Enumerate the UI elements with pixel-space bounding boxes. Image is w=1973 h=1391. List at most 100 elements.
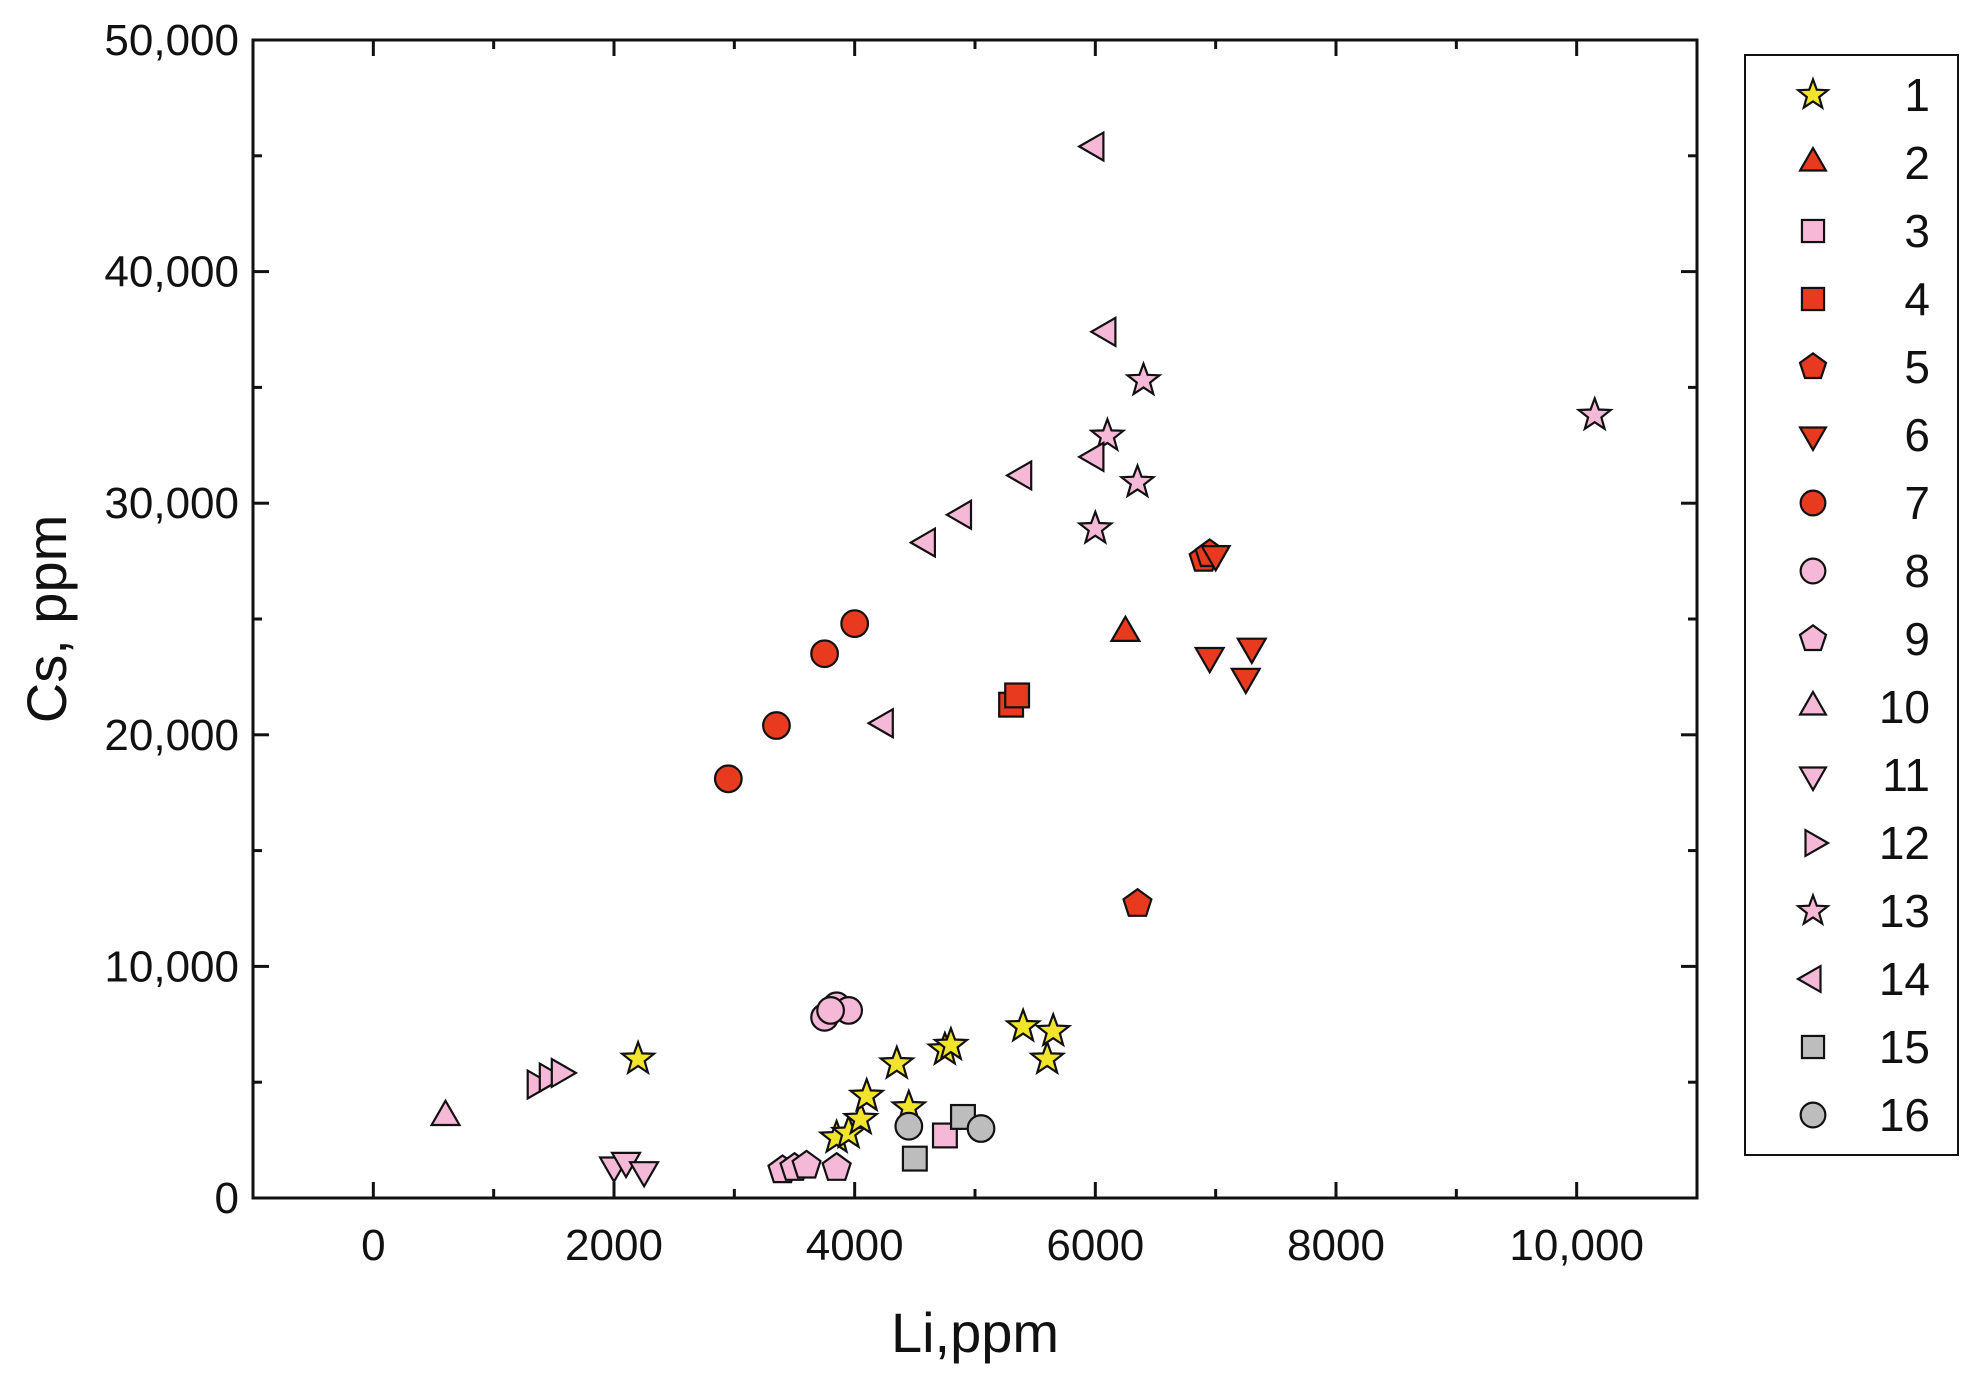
legend-item: 2 [1798, 137, 1930, 189]
series-12 [526, 1057, 579, 1101]
y-tick-label: 50,000 [104, 16, 239, 65]
legend-label: 9 [1904, 613, 1930, 665]
series-4 [998, 682, 1031, 718]
data-point [762, 711, 791, 740]
series-6 [1193, 544, 1268, 696]
data-point [1193, 646, 1226, 675]
y-tick-label: 10,000 [104, 942, 239, 991]
data-point [1109, 614, 1142, 643]
y-axis-title: Cs, ppm [15, 515, 78, 724]
legend-marker [1798, 426, 1828, 453]
x-tick-label: 6000 [1046, 1221, 1144, 1270]
legend-label: 4 [1904, 273, 1930, 325]
data-point [1122, 887, 1153, 917]
data-point [931, 1025, 970, 1062]
series-13 [1076, 360, 1614, 545]
legend-marker [1798, 352, 1828, 380]
series-14 [866, 130, 1117, 740]
series-7 [713, 609, 870, 794]
x-tick-label: 0 [361, 1221, 385, 1270]
data-point [901, 1145, 928, 1172]
legend-item: 10 [1798, 681, 1930, 733]
legend-label: 5 [1904, 341, 1930, 393]
legend-marker [1795, 892, 1831, 927]
x-tick-label: 8000 [1287, 1221, 1385, 1270]
legend-label: 15 [1879, 1021, 1930, 1073]
data-point [841, 1099, 880, 1136]
legend-marker [1798, 624, 1828, 652]
data-point [1575, 395, 1614, 432]
data-point [1235, 637, 1268, 666]
legend-label: 14 [1879, 953, 1930, 1005]
legend-label: 1 [1904, 69, 1930, 121]
legend-item: 14 [1795, 953, 1930, 1005]
legend-item: 12 [1804, 817, 1930, 869]
data-point [1229, 667, 1262, 696]
data-point [877, 1043, 916, 1080]
legend-item: 3 [1800, 205, 1930, 257]
data-points [429, 130, 1614, 1189]
legend-marker [1798, 145, 1828, 172]
data-point [1199, 544, 1232, 573]
x-axis: 0 2000 4000 6000 8000 10,000 [251, 40, 1699, 1270]
data-point [628, 1161, 660, 1189]
legend-label: 16 [1879, 1089, 1930, 1141]
data-point [966, 1114, 996, 1143]
series-1 [619, 1006, 1073, 1154]
data-point [1076, 440, 1105, 473]
y-tick-label: 40,000 [104, 248, 239, 297]
data-point [1088, 416, 1127, 453]
legend-marker [1798, 766, 1828, 793]
y-axis: 0 10,000 20,000 30,000 40,000 50,000 [104, 16, 1697, 1223]
legend-item: 1 [1795, 69, 1930, 121]
legend-label: 6 [1904, 409, 1930, 461]
legend-marker [1795, 76, 1831, 111]
series-11 [598, 1151, 660, 1189]
x-tick-label: 10,000 [1509, 1221, 1644, 1270]
data-point [619, 1039, 658, 1076]
legend-marker [1799, 1101, 1827, 1129]
data-point [816, 996, 845, 1025]
data-point [713, 764, 743, 794]
data-point [1118, 462, 1157, 499]
legend-item: 4 [1800, 273, 1930, 325]
legend-label: 11 [1882, 749, 1930, 801]
y-tick-label: 20,000 [104, 711, 239, 760]
data-point [908, 526, 937, 559]
series-2 [1109, 614, 1142, 643]
data-point [821, 1151, 852, 1181]
legend-label: 13 [1879, 885, 1930, 937]
legend-item: 11 [1798, 749, 1930, 801]
data-point [847, 1076, 886, 1113]
series-10 [429, 1098, 462, 1127]
legend-marker [1799, 557, 1827, 585]
legend-label: 8 [1904, 545, 1930, 597]
series-16 [894, 1111, 996, 1143]
legend-label: 7 [1904, 477, 1930, 529]
data-point [550, 1057, 579, 1089]
legend-box [1744, 54, 1959, 1156]
legend-item: 13 [1795, 885, 1930, 937]
legend-item: 16 [1799, 1089, 1930, 1141]
legend-item: 5 [1798, 341, 1930, 393]
legend-label: 2 [1904, 137, 1930, 189]
legend-label: 10 [1879, 681, 1930, 733]
legend-marker [1795, 964, 1822, 994]
data-point [1004, 1006, 1043, 1043]
data-point [829, 1113, 868, 1150]
series-9 [767, 1149, 852, 1184]
series-8 [810, 991, 864, 1032]
legend-marker [1800, 1034, 1826, 1060]
data-point [1004, 459, 1033, 492]
data-point [429, 1098, 462, 1127]
y-tick-label: 30,000 [104, 479, 239, 528]
data-point [1089, 315, 1117, 348]
x-tick-label: 4000 [806, 1221, 904, 1270]
legend-item: 7 [1799, 477, 1930, 529]
data-point [791, 1149, 822, 1179]
data-point [894, 1111, 924, 1141]
legend-marker [1798, 689, 1828, 716]
